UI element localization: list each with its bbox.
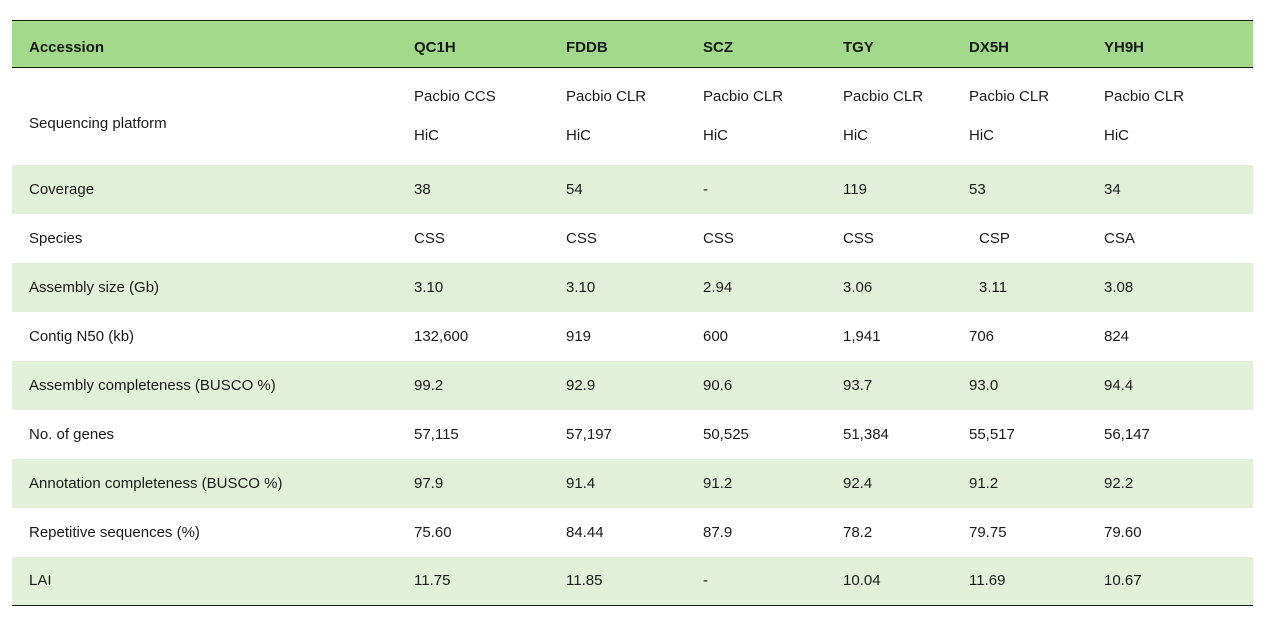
table-cell: 97.9	[414, 474, 444, 492]
table-cell: 3.10	[566, 278, 596, 296]
table-row-repetitive-sequences: Repetitive sequences (%) 75.60 84.44 87.…	[12, 507, 1253, 557]
table-cell: 91.2	[703, 474, 733, 492]
table-cell: 90.6	[703, 376, 733, 394]
row-label: Contig N50 (kb)	[29, 327, 135, 345]
row-label: Repetitive sequences (%)	[29, 523, 200, 541]
genome-assembly-table: Accession QC1H FDDB SCZ TGY DX5H YH9H Se…	[12, 20, 1253, 606]
table-cell: 54	[566, 180, 583, 198]
table-cell: 10.04	[843, 572, 881, 590]
row-label: Species	[29, 229, 83, 247]
table-row-no-of-genes: No. of genes 57,115 57,197 50,525 51,384…	[12, 409, 1253, 459]
table-cell: Pacbio CLR HiC	[969, 88, 1050, 145]
table-cell: 94.4	[1104, 376, 1134, 394]
table-row-annotation-completeness: Annotation completeness (BUSCO %) 97.9 9…	[12, 458, 1253, 508]
table-cell: 600	[703, 327, 729, 345]
table-cell: Pacbio CLR HiC	[1104, 88, 1185, 145]
table-cell: 824	[1104, 327, 1130, 345]
table-cell: 132,600	[414, 327, 469, 345]
table-cell: -	[703, 180, 708, 198]
header-cell-fddb: FDDB	[566, 38, 608, 56]
table-cell: 11.69	[969, 572, 1006, 590]
data-table-container: Accession QC1H FDDB SCZ TGY DX5H YH9H Se…	[12, 20, 1253, 606]
table-cell: 78.2	[843, 523, 873, 541]
table-cell: 11.75	[414, 572, 451, 590]
table-cell: -	[703, 572, 708, 590]
table-row-species: Species CSS CSS CSS CSS CSP CSA	[12, 213, 1253, 263]
table-cell: 92.9	[566, 376, 596, 394]
header-cell-accession: Accession	[29, 38, 105, 56]
table-cell: 2.94	[703, 278, 733, 296]
row-label: No. of genes	[29, 425, 115, 443]
table-cell: 11.85	[566, 572, 603, 590]
header-cell-qc1h: QC1H	[414, 38, 456, 56]
table-cell: 10.67	[1104, 572, 1142, 590]
table-cell: 3.11	[979, 278, 1008, 296]
table-cell: 50,525	[703, 425, 749, 443]
table-cell: 3.08	[1104, 278, 1134, 296]
row-label: Assembly size (Gb)	[29, 278, 160, 296]
table-cell: 56,147	[1104, 425, 1150, 443]
table-header-row: Accession QC1H FDDB SCZ TGY DX5H YH9H	[12, 20, 1253, 68]
table-cell: Pacbio CCS HiC	[414, 88, 496, 145]
table-cell: 93.7	[843, 376, 873, 394]
row-label: Annotation completeness (BUSCO %)	[29, 474, 283, 492]
table-cell: 87.9	[703, 523, 733, 541]
table-row-coverage: Coverage 38 54 - 119 53 34	[12, 164, 1253, 214]
table-cell: 53	[969, 180, 986, 198]
table-cell: 55,517	[969, 425, 1015, 443]
table-cell: Pacbio CLR HiC	[566, 88, 647, 145]
table-cell: 91.2	[969, 474, 999, 492]
table-cell: 92.2	[1104, 474, 1134, 492]
table-row-assembly-size: Assembly size (Gb) 3.10 3.10 2.94 3.06 3…	[12, 262, 1253, 312]
header-cell-tgy: TGY	[843, 38, 874, 56]
table-row-lai: LAI 11.75 11.85 - 10.04 11.69 10.67	[12, 556, 1253, 606]
table-cell: 1,941	[843, 327, 881, 345]
row-label: Sequencing platform	[29, 114, 167, 132]
table-cell: CSS	[703, 229, 734, 247]
row-label: LAI	[29, 572, 52, 590]
row-label: Assembly completeness (BUSCO %)	[29, 376, 276, 394]
table-cell: 119	[843, 180, 867, 198]
table-cell: CSS	[566, 229, 597, 247]
table-cell: 84.44	[566, 523, 604, 541]
table-cell: 919	[566, 327, 592, 345]
table-cell: 91.4	[566, 474, 596, 492]
table-cell: 79.60	[1104, 523, 1142, 541]
table-cell: 92.4	[843, 474, 873, 492]
table-cell: CSP	[979, 229, 1010, 247]
table-cell: 34	[1104, 180, 1121, 198]
header-cell-yh9h: YH9H	[1104, 38, 1145, 56]
table-row-sequencing-platform: Sequencing platform Pacbio CCS HiC Pacbio…	[12, 67, 1253, 165]
table-cell: 93.0	[969, 376, 999, 394]
table-cell: 51,384	[843, 425, 889, 443]
table-cell: Pacbio CLR HiC	[703, 88, 784, 145]
header-cell-dx5h: DX5H	[969, 38, 1010, 56]
table-cell: 57,115	[414, 425, 459, 443]
table-cell: CSA	[1104, 229, 1135, 247]
table-cell: CSS	[414, 229, 445, 247]
table-cell: 706	[969, 327, 995, 345]
table-cell: 75.60	[414, 523, 452, 541]
table-cell: 79.75	[969, 523, 1007, 541]
table-cell: 3.06	[843, 278, 873, 296]
row-label: Coverage	[29, 180, 95, 198]
header-cell-scz: SCZ	[703, 38, 733, 56]
table-cell: 38	[414, 180, 431, 198]
table-cell: Pacbio CLR HiC	[843, 88, 924, 145]
table-cell: 99.2	[414, 376, 444, 394]
table-row-contig-n50: Contig N50 (kb) 132,600 919 600 1,941 70…	[12, 311, 1253, 361]
table-row-assembly-completeness: Assembly completeness (BUSCO %) 99.2 92.…	[12, 360, 1253, 410]
table-cell: CSS	[843, 229, 874, 247]
table-cell: 57,197	[566, 425, 612, 443]
table-cell: 3.10	[414, 278, 444, 296]
